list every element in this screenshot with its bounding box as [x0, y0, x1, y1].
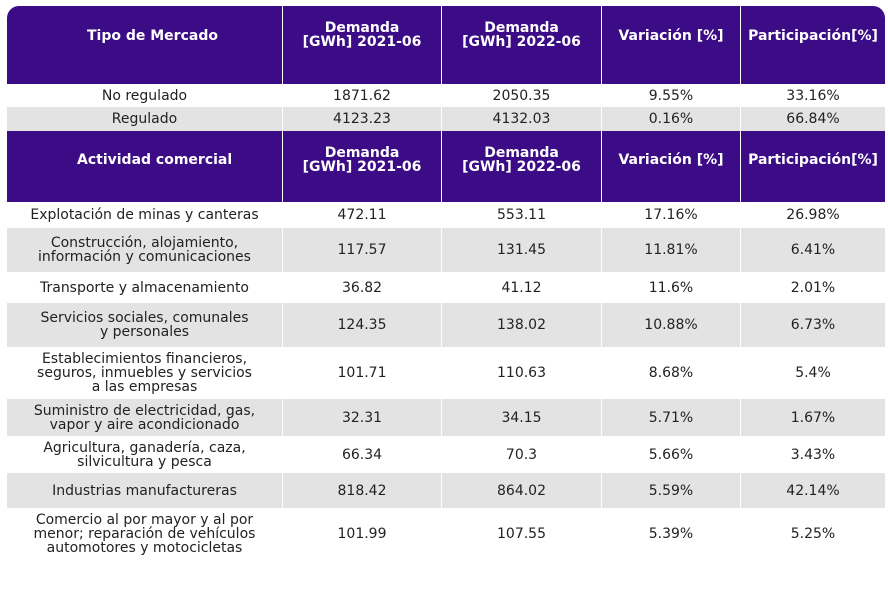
header-demanda-2021: Demanda [GWh] 2021-06	[283, 131, 442, 202]
cell-participacion: 42.14%	[786, 482, 840, 499]
cell-actividad: Agricultura, ganadería, caza, silvicultu…	[7, 436, 283, 473]
cell-demanda-2021: 36.82	[283, 272, 442, 303]
cell-participacion: 5.25%	[790, 526, 836, 542]
header-demanda-2021: Demanda [GWh] 2021-06	[283, 6, 442, 84]
cell-actividad: Comercio al por mayor y al por menor; re…	[7, 508, 283, 560]
cell-variacion: 0.16%	[602, 107, 741, 131]
activity-body: Explotación de minas y canteras 472.11 553…	[7, 202, 885, 560]
table-row: Industrias manufactureras 818.42 864.02 5.5…	[7, 473, 885, 508]
cell-variacion: 11.81%	[602, 228, 741, 272]
cell-actividad: Servicios sociales, comunales y personal…	[7, 303, 283, 347]
cell-demanda-2022: 553.11	[442, 202, 602, 228]
cell-participacion: 26.98%	[786, 207, 840, 223]
header-variacion: Variación [%]	[602, 6, 741, 84]
header-demanda-2022: Demanda [GWh] 2022-06	[442, 131, 602, 202]
table-row: Explotación de minas y canteras 472.11 553…	[7, 202, 885, 228]
cell-demanda-2022: 131.45	[442, 228, 602, 272]
market-header-row: Tipo de Mercado Demanda [GWh] 2021-06 De…	[7, 6, 885, 84]
cell-actividad: Establecimientos financieros, seguros, i…	[7, 347, 283, 399]
table-row: Servicios sociales, comunales y personal…	[7, 303, 885, 347]
cell-actividad: Explotación de minas y canteras	[7, 202, 283, 228]
table-row: Agricultura, ganadería, caza, silvicultu…	[7, 436, 885, 473]
cell-actividad: Suministro de electricidad, gas, vapor y…	[7, 399, 283, 436]
table-row: No regulado 1871.62 2050.35 9.55% 33.16%	[7, 84, 885, 107]
cell-demanda-2021: 818.42	[283, 473, 442, 508]
cell-demanda-2022: 110.63	[442, 347, 602, 399]
cell-demanda-2022: 2050.35	[442, 84, 602, 107]
cell-demanda-2021: 101.71	[283, 347, 442, 399]
cell-participacion: 6.73%	[790, 317, 836, 333]
table-row: Comercio al por mayor y al por menor; re…	[7, 508, 885, 560]
cell-demanda-2021: 101.99	[283, 508, 442, 560]
cell-participacion: 6.41%	[790, 242, 836, 258]
cell-demanda-2022: 864.02	[442, 473, 602, 508]
cell-variacion: 11.6%	[602, 272, 741, 303]
cell-actividad: Construcción, alojamiento, información y…	[7, 228, 283, 272]
cell-demanda-2022: 70.3	[442, 436, 602, 473]
cell-variacion: 5.39%	[602, 508, 741, 560]
cell-demanda-2021: 117.57	[283, 228, 442, 272]
cell-variacion: 5.71%	[602, 399, 741, 436]
table-row: Suministro de electricidad, gas, vapor y…	[7, 399, 885, 436]
header-tipo-mercado: Tipo de Mercado	[7, 6, 283, 84]
cell-participacion: 1.67%	[790, 409, 836, 426]
cell-demanda-2022: 34.15	[442, 399, 602, 436]
table-row: Transporte y almacenamiento 36.82 41.12 11.…	[7, 272, 885, 303]
header-actividad-comercial: Actividad comercial	[7, 131, 283, 202]
cell-demanda-2021: 1871.62	[283, 84, 442, 107]
table-row: Construcción, alojamiento, información y…	[7, 228, 885, 272]
header-variacion: Variación [%]	[602, 131, 741, 202]
header-participacion: Participación[%]	[741, 6, 885, 84]
cell-demanda-2022: 107.55	[442, 508, 602, 560]
table-row: Establecimientos financieros, seguros, i…	[7, 347, 885, 399]
cell-variacion: 9.55%	[602, 84, 741, 107]
cell-demanda-2021: 472.11	[283, 202, 442, 228]
cell-variacion: 5.66%	[602, 436, 741, 473]
cell-participacion: 3.43%	[790, 446, 836, 463]
cell-variacion: 8.68%	[602, 347, 741, 399]
cell-demanda-2021: 32.31	[283, 399, 442, 436]
cell-participacion: 33.16%	[786, 87, 840, 104]
cell-participacion: 66.84%	[786, 111, 840, 127]
header-participacion: Participación[%]	[741, 131, 885, 202]
cell-demanda-2021: 66.34	[283, 436, 442, 473]
cell-variacion: 10.88%	[602, 303, 741, 347]
activity-header-row: Actividad comercial Demanda [GWh] 2021-0…	[7, 131, 885, 202]
cell-participacion: 5.4%	[795, 365, 831, 381]
header-demanda-2022: Demanda [GWh] 2022-06	[442, 6, 602, 84]
table-row: Regulado 4123.23 4132.03 0.16% 66.84%	[7, 107, 885, 131]
cell-tipo: No regulado	[7, 84, 283, 107]
cell-demanda-2022: 4132.03	[442, 107, 602, 131]
cell-demanda-2021: 124.35	[283, 303, 442, 347]
cell-actividad: Transporte y almacenamiento	[7, 272, 283, 303]
demand-table: Tipo de Mercado Demanda [GWh] 2021-06 De…	[7, 6, 885, 560]
cell-demanda-2022: 138.02	[442, 303, 602, 347]
cell-tipo: Regulado	[7, 107, 283, 131]
cell-demanda-2021: 4123.23	[283, 107, 442, 131]
cell-participacion: 2.01%	[790, 279, 836, 296]
cell-actividad: Industrias manufactureras	[7, 473, 283, 508]
cell-variacion: 17.16%	[602, 202, 741, 228]
cell-variacion: 5.59%	[602, 473, 741, 508]
cell-demanda-2022: 41.12	[442, 272, 602, 303]
